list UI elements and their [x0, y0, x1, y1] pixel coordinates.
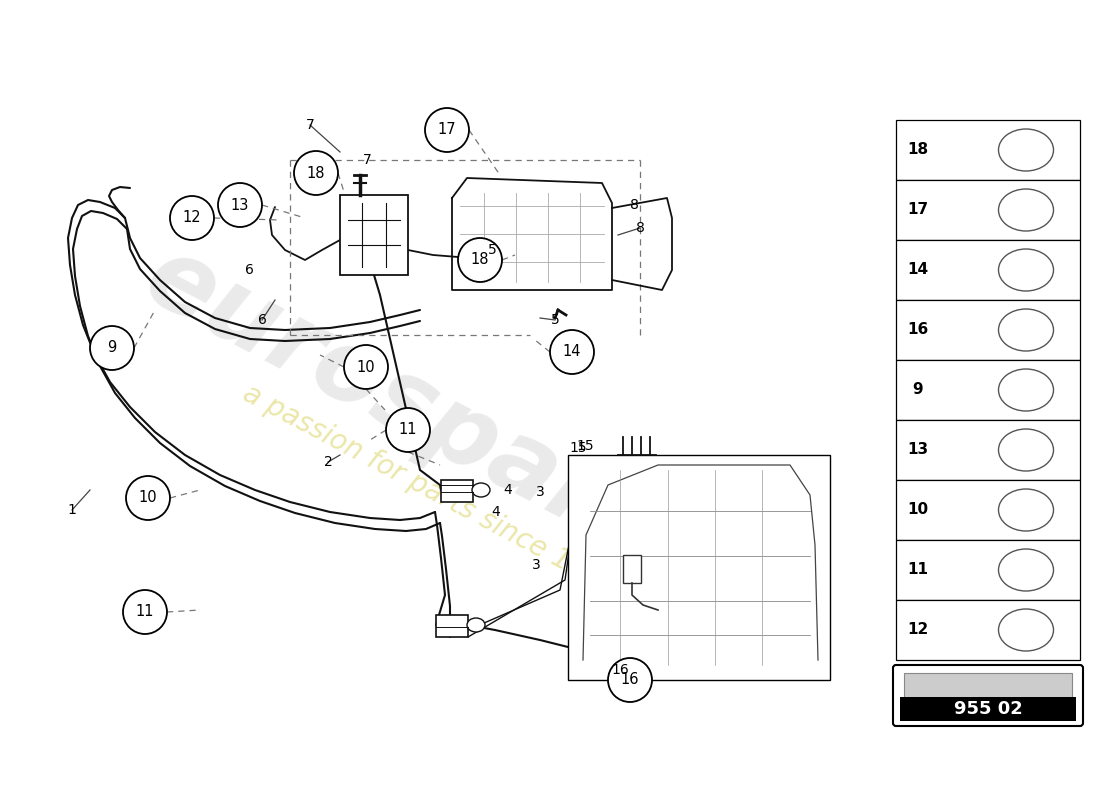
Text: 9: 9 [108, 341, 117, 355]
Text: 18: 18 [307, 166, 326, 181]
Bar [896, 120, 1080, 180]
Text: 6: 6 [257, 313, 266, 327]
Circle shape [425, 108, 469, 152]
Bar [896, 360, 1080, 420]
Text: 11: 11 [135, 605, 154, 619]
Circle shape [344, 345, 388, 389]
Circle shape [90, 326, 134, 370]
Text: 13: 13 [231, 198, 250, 213]
Text: 7: 7 [306, 118, 315, 132]
FancyBboxPatch shape [893, 665, 1084, 726]
Text: 17: 17 [908, 202, 928, 218]
Bar [568, 455, 830, 680]
Bar [900, 697, 1076, 721]
Circle shape [218, 183, 262, 227]
Text: 4: 4 [503, 483, 512, 497]
Text: 16: 16 [908, 322, 928, 338]
Circle shape [123, 590, 167, 634]
Text: 13: 13 [908, 442, 928, 458]
Text: 9: 9 [913, 382, 923, 398]
Bar [896, 180, 1080, 240]
FancyBboxPatch shape [623, 555, 641, 583]
Text: 7: 7 [363, 153, 372, 167]
Text: 1: 1 [67, 503, 76, 517]
Text: 12: 12 [908, 622, 928, 638]
Text: 11: 11 [398, 422, 417, 438]
Text: 10: 10 [356, 359, 375, 374]
Text: 3: 3 [531, 558, 540, 572]
Text: 11: 11 [908, 562, 928, 578]
Text: 10: 10 [908, 502, 928, 518]
FancyBboxPatch shape [441, 480, 473, 502]
Text: 5: 5 [551, 313, 560, 327]
Ellipse shape [468, 618, 485, 632]
Text: 8: 8 [636, 221, 645, 235]
Circle shape [458, 238, 502, 282]
Text: 10: 10 [139, 490, 157, 506]
Ellipse shape [472, 483, 490, 497]
Circle shape [386, 408, 430, 452]
FancyBboxPatch shape [436, 615, 468, 637]
FancyBboxPatch shape [340, 195, 408, 275]
Circle shape [294, 151, 338, 195]
Bar [896, 600, 1080, 660]
Text: 15: 15 [576, 439, 594, 453]
Text: 4: 4 [492, 505, 500, 519]
Text: 2: 2 [323, 455, 332, 469]
Bar [896, 480, 1080, 540]
Text: eurospares: eurospares [128, 229, 733, 611]
Circle shape [608, 658, 652, 702]
Circle shape [550, 330, 594, 374]
Text: a passion for parts since 1985: a passion for parts since 1985 [239, 379, 622, 601]
Bar [896, 540, 1080, 600]
Text: 12: 12 [183, 210, 201, 226]
Text: 18: 18 [471, 253, 490, 267]
Text: 14: 14 [563, 345, 581, 359]
Bar [896, 300, 1080, 360]
Bar [896, 420, 1080, 480]
Text: 8: 8 [630, 198, 639, 212]
FancyBboxPatch shape [904, 673, 1072, 698]
Bar [896, 240, 1080, 300]
Text: 955 02: 955 02 [954, 700, 1022, 718]
Text: 18: 18 [908, 142, 928, 158]
Text: 3: 3 [536, 485, 544, 499]
Circle shape [170, 196, 214, 240]
Text: 17: 17 [438, 122, 456, 138]
Circle shape [126, 476, 170, 520]
Text: 14: 14 [908, 262, 928, 278]
Text: 16: 16 [612, 663, 629, 677]
Text: 15: 15 [569, 441, 586, 455]
Text: 6: 6 [245, 263, 254, 277]
Text: 16: 16 [620, 673, 639, 687]
Text: 5: 5 [488, 243, 497, 257]
